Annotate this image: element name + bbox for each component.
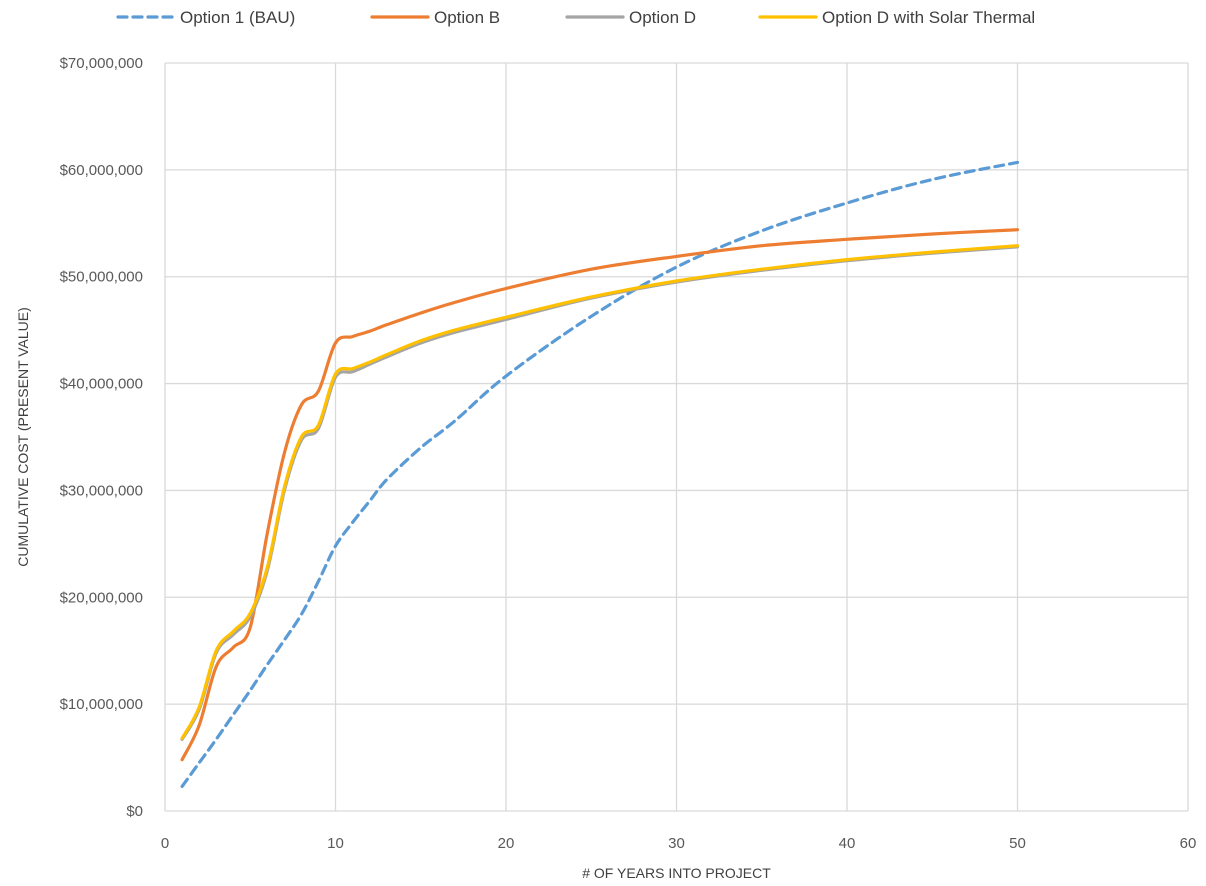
grid-lines	[164, 62, 1189, 812]
y-tick-label: $30,000,000	[60, 482, 143, 499]
x-axis-title: # OF YEARS INTO PROJECT	[582, 865, 771, 881]
y-axis-tick-labels: $0 $10,000,000 $20,000,000 $30,000,000 $40,0…	[60, 55, 143, 820]
x-tick-label: 60	[1180, 835, 1197, 852]
legend-label: Option D	[629, 8, 696, 27]
y-axis-title: CUMULATIVE COST (PRESENT VALUE)	[15, 307, 31, 567]
x-tick-label: 20	[498, 835, 515, 852]
legend-label: Option B	[434, 8, 500, 27]
y-tick-label: $70,000,000	[60, 55, 143, 72]
legend-label: Option 1 (BAU)	[180, 8, 295, 27]
x-tick-label: 40	[839, 835, 856, 852]
legend-label: Option D with Solar Thermal	[822, 8, 1035, 27]
x-tick-label: 10	[327, 835, 344, 852]
y-tick-label: $50,000,000	[60, 269, 143, 286]
x-tick-label: 30	[668, 835, 685, 852]
y-tick-label: $40,000,000	[60, 376, 143, 393]
series-line-4	[180, 244, 1020, 740]
y-tick-label: $60,000,000	[60, 162, 143, 179]
y-tick-label: $10,000,000	[60, 696, 143, 713]
x-axis-tick-labels: 0 10 20 30 40 50 60	[161, 835, 1197, 852]
legend: Option 1 (BAU) Option B Option D Option D w…	[116, 8, 1035, 27]
series-line-2	[180, 228, 1020, 762]
y-tick-label: $20,000,000	[60, 589, 143, 606]
series-line-3	[180, 245, 1020, 741]
x-tick-label: 0	[161, 835, 169, 852]
y-tick-label: $0	[126, 803, 143, 820]
series-lines	[180, 160, 1020, 788]
x-tick-label: 50	[1009, 835, 1026, 852]
series-line-1	[180, 160, 1020, 788]
